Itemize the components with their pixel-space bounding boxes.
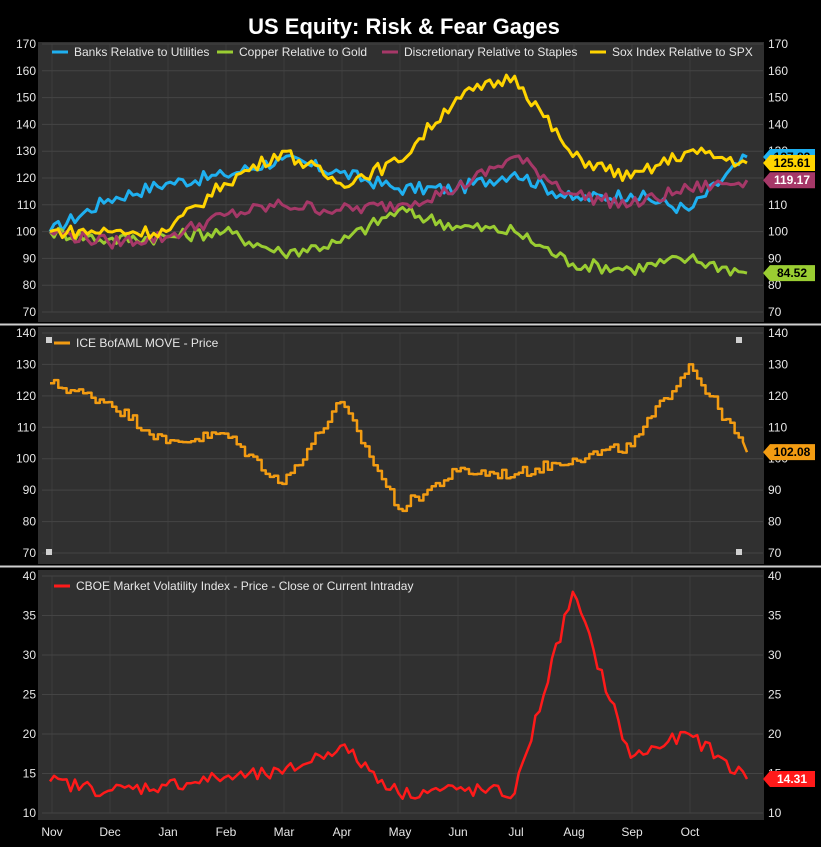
y-tick-label-right: 110 — [768, 420, 787, 434]
y-tick-label-left: 110 — [17, 420, 36, 434]
y-tick-label-right: 110 — [768, 198, 787, 212]
last-value-label: 125.61 — [774, 156, 811, 170]
y-tick-label-right: 100 — [768, 225, 788, 239]
last-value-tag: 125.61 — [763, 154, 815, 171]
last-value-tag: 119.17 — [763, 172, 815, 189]
y-tick-label-left: 110 — [17, 198, 36, 212]
legend-label: Copper Relative to Gold — [239, 45, 367, 59]
legend-label: Banks Relative to Utilities — [74, 45, 209, 59]
series-line — [50, 363, 749, 513]
legend-label: Sox Index Relative to SPX — [612, 45, 753, 59]
y-tick-label-right: 170 — [768, 37, 788, 51]
y-tick-label-right: 40 — [768, 569, 782, 583]
chart-title: US Equity: Risk & Fear Gages — [248, 14, 560, 39]
y-tick-label-left: 70 — [23, 305, 37, 319]
y-tick-label-left: 30 — [23, 648, 37, 662]
last-value-label: 102.08 — [774, 445, 811, 459]
legend-label: ICE BofAML MOVE - Price — [76, 336, 219, 350]
y-tick-label-right: 70 — [768, 546, 782, 560]
y-tick-label-right: 20 — [768, 727, 782, 741]
last-value-tag-shape — [763, 172, 815, 189]
last-value-tag-shape — [763, 770, 815, 787]
y-tick-label-right: 140 — [768, 117, 788, 131]
y-tick-label-right: 140 — [768, 326, 788, 340]
y-tick-label-right: 90 — [768, 251, 782, 265]
y-tick-label-right: 70 — [768, 305, 782, 319]
y-tick-label-right: 35 — [768, 609, 782, 623]
y-tick-label-left: 170 — [16, 37, 36, 51]
y-tick-label-right: 120 — [768, 389, 788, 403]
y-tick-label-left: 130 — [16, 144, 36, 158]
last-value-tag: 84.52 — [763, 265, 815, 282]
y-tick-label-left: 90 — [23, 483, 37, 497]
panel-1-background — [38, 42, 764, 322]
x-tick-label: Nov — [41, 825, 62, 839]
y-tick-label-left: 70 — [23, 546, 37, 560]
series-line — [48, 153, 748, 233]
last-value-label: 119.17 — [774, 173, 810, 187]
x-tick-label: Feb — [216, 825, 237, 839]
y-tick-label-right: 90 — [768, 483, 782, 497]
y-tick-label-left: 15 — [23, 767, 37, 781]
x-tick-label: Mar — [274, 825, 295, 839]
y-tick-label-right: 130 — [768, 357, 788, 371]
x-tick-label: Aug — [563, 825, 584, 839]
y-tick-label-right: 25 — [768, 688, 782, 702]
y-tick-label-left: 130 — [16, 357, 36, 371]
y-tick-label-left: 10 — [23, 806, 37, 820]
last-value-tag: 102.08 — [763, 444, 815, 461]
corner-marker — [46, 549, 52, 555]
x-tick-label: Sep — [621, 825, 643, 839]
corner-marker — [736, 337, 742, 343]
y-tick-label-left: 100 — [16, 225, 36, 239]
y-tick-label-left: 140 — [16, 117, 36, 131]
y-tick-label-left: 150 — [16, 91, 36, 105]
y-tick-label-left: 80 — [23, 515, 37, 529]
y-tick-label-right: 160 — [768, 64, 788, 78]
series-line — [49, 73, 748, 240]
y-tick-label-left: 25 — [23, 688, 37, 702]
legend-label: CBOE Market Volatility Index - Price - C… — [76, 579, 413, 593]
corner-marker — [736, 549, 742, 555]
last-value-label: 14.31 — [777, 772, 807, 786]
last-value-tag-shape — [763, 265, 815, 282]
series-line — [49, 154, 749, 250]
x-tick-label: Oct — [681, 825, 700, 839]
y-tick-label-right: 80 — [768, 515, 782, 529]
x-tick-label: Jul — [508, 825, 523, 839]
series-line — [48, 590, 749, 800]
y-tick-label-right: 30 — [768, 648, 782, 662]
last-value-tag-shape — [763, 444, 815, 461]
x-tick-label: Jan — [158, 825, 177, 839]
y-tick-label-left: 40 — [23, 569, 37, 583]
legend-label: Discretionary Relative to Staples — [404, 45, 577, 59]
x-tick-label: Dec — [99, 825, 120, 839]
panel-2-background — [38, 327, 764, 564]
y-tick-label-right: 150 — [768, 91, 788, 105]
x-tick-label: Apr — [333, 825, 352, 839]
y-tick-label-left: 20 — [23, 727, 37, 741]
y-tick-label-right: 10 — [768, 806, 782, 820]
x-tick-label: May — [389, 825, 412, 839]
last-value-tag-shape — [763, 154, 815, 171]
corner-marker — [46, 337, 52, 343]
y-tick-label-left: 120 — [16, 389, 36, 403]
x-tick-label: Jun — [448, 825, 467, 839]
y-tick-label-left: 160 — [16, 64, 36, 78]
y-tick-label-left: 90 — [23, 251, 37, 265]
last-value-tag: 14.31 — [763, 770, 815, 787]
y-tick-label-left: 140 — [16, 326, 36, 340]
last-value-label: 84.52 — [777, 266, 807, 280]
y-tick-label-left: 80 — [23, 278, 37, 292]
y-tick-label-left: 100 — [16, 452, 36, 466]
y-tick-label-left: 35 — [23, 609, 37, 623]
y-tick-label-left: 120 — [16, 171, 36, 185]
y-tick-label-right: 80 — [768, 278, 782, 292]
